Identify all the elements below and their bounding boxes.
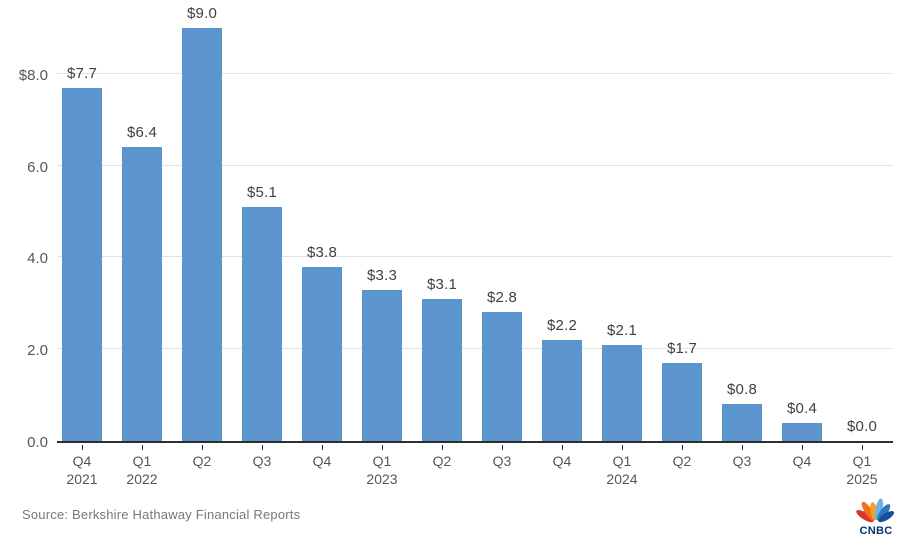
gridline (57, 256, 893, 258)
bar (542, 340, 582, 441)
x-axis-tick (741, 445, 743, 450)
y-axis-tick-label: 2.0 (27, 342, 48, 360)
quarter-label: Q3 (732, 453, 752, 469)
bar (242, 206, 282, 441)
x-axis-tick (81, 445, 83, 450)
bar (662, 362, 702, 441)
x-axis-tick-label: Q1 2023 (350, 452, 414, 488)
quarter-label: Q2 (672, 453, 692, 469)
year-label: 2024 (606, 471, 638, 487)
quarter-label: Q4 (552, 453, 572, 469)
x-axis-tick (621, 445, 623, 450)
bar-value-label: $0.0 (847, 418, 877, 435)
quarter-label: Q1 (612, 453, 632, 469)
quarter-label: Q4 (312, 453, 332, 469)
bar (722, 404, 762, 441)
bar-value-label: $6.4 (127, 124, 157, 142)
gridline (57, 164, 893, 166)
x-axis-tick-label: Q4 (770, 452, 834, 470)
year-label: 2025 (846, 471, 878, 487)
x-axis-tick (381, 445, 383, 450)
x-axis-tick (141, 445, 143, 450)
year-label: 2023 (366, 471, 398, 487)
bar (62, 87, 102, 441)
y-axis-tick-label: 0.0 (27, 434, 48, 451)
y-axis-tick-label: $8.0 (18, 66, 48, 84)
bar-value-label: $2.1 (607, 321, 637, 339)
bar-value-label: $9.0 (187, 4, 217, 22)
x-axis-tick (861, 445, 863, 450)
x-axis-tick (801, 445, 803, 450)
x-axis-tick (681, 445, 683, 450)
bar-value-label: $2.2 (547, 317, 577, 335)
year-label: 2021 (66, 471, 98, 487)
bar-value-label: $1.7 (667, 339, 697, 357)
year-label: 2022 (126, 471, 158, 487)
x-axis-tick-label: Q2 (170, 452, 234, 470)
x-axis-tick-label: Q2 (650, 452, 714, 470)
quarter-label: Q4 (72, 453, 92, 469)
source-caption: Source: Berkshire Hathaway Financial Rep… (22, 507, 301, 522)
x-axis-tick-label: Q4 (290, 452, 354, 470)
x-axis-tick-label: Q1 2022 (110, 452, 174, 488)
x-axis-tick (561, 445, 563, 450)
bar-value-label: $3.3 (367, 266, 397, 284)
bar (422, 298, 462, 441)
quarter-label: Q1 (852, 453, 872, 469)
x-axis-tick-label: Q4 (530, 452, 594, 470)
x-axis-tick-label: Q3 (710, 452, 774, 470)
x-axis-tick (441, 445, 443, 450)
x-axis-tick-label: Q1 2024 (590, 452, 654, 488)
x-axis-tick (321, 445, 323, 450)
bar-value-label: $0.8 (727, 381, 757, 399)
bar-value-label: $3.1 (427, 275, 457, 293)
bar (482, 312, 522, 441)
x-axis-tick-label: Q3 (470, 452, 534, 470)
quarter-label: Q3 (492, 453, 512, 469)
cnbc-logo: CNBC (856, 498, 895, 536)
bar (302, 266, 342, 441)
x-axis-tick (261, 445, 263, 450)
quarter-label: Q4 (792, 453, 812, 469)
bar-value-label: $2.8 (487, 289, 517, 307)
bar (122, 147, 162, 441)
x-axis-tick-label: Q3 (230, 452, 294, 470)
bar (362, 289, 402, 441)
bar-value-label: $0.4 (787, 399, 817, 417)
y-axis-tick-label: 6.0 (27, 158, 48, 176)
gridline (57, 72, 893, 74)
x-axis-tick (501, 445, 503, 450)
plot-area: $7.7 $6.4 $9.0 $5.1 $3.8 $3.3 $3.1 $2.8 $2.2 $2.1… (57, 0, 893, 443)
quarter-label: Q3 (252, 453, 272, 469)
quarter-label: Q2 (192, 453, 212, 469)
x-axis-tick-label: Q1 2025 (830, 452, 894, 488)
cnbc-wordmark: CNBC (860, 525, 893, 536)
bar (182, 27, 222, 441)
x-axis-tick-label: Q4 2021 (50, 452, 114, 488)
x-axis-tick (201, 445, 203, 450)
quarter-label: Q1 (132, 453, 152, 469)
bar-value-label: $5.1 (247, 183, 277, 201)
bar (602, 344, 642, 441)
peacock-icon (856, 498, 895, 523)
gridline (57, 348, 893, 350)
x-axis-tick-label: Q2 (410, 452, 474, 470)
quarter-label: Q1 (372, 453, 392, 469)
quarter-label: Q2 (432, 453, 452, 469)
y-axis-tick-label: 4.0 (27, 250, 48, 268)
bar-value-label: $7.7 (67, 64, 97, 82)
bar (782, 422, 822, 441)
bar-value-label: $3.8 (307, 243, 337, 261)
